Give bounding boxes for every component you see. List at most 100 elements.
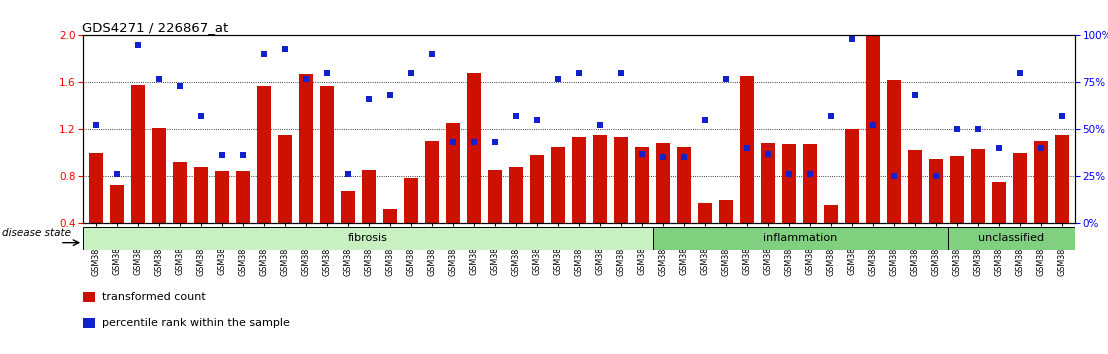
Bar bbox=[761, 143, 774, 270]
Bar bbox=[593, 135, 607, 270]
Text: percentile rank within the sample: percentile rank within the sample bbox=[102, 318, 290, 328]
Bar bbox=[1055, 135, 1069, 270]
Point bbox=[234, 153, 252, 158]
Point bbox=[129, 42, 146, 47]
Point bbox=[360, 96, 378, 102]
Point bbox=[864, 122, 882, 128]
Point bbox=[381, 93, 399, 98]
Point bbox=[780, 171, 798, 177]
Point bbox=[1012, 70, 1029, 76]
Point bbox=[529, 117, 546, 122]
Point bbox=[970, 126, 987, 132]
Bar bbox=[614, 137, 628, 270]
Bar bbox=[719, 200, 732, 270]
Bar bbox=[257, 86, 270, 270]
Point bbox=[570, 70, 587, 76]
Bar bbox=[551, 147, 565, 270]
Bar bbox=[572, 137, 586, 270]
Bar bbox=[740, 76, 753, 270]
Point bbox=[717, 76, 735, 81]
Bar bbox=[131, 85, 144, 270]
Bar bbox=[215, 171, 228, 270]
Bar bbox=[341, 192, 355, 270]
Bar bbox=[468, 73, 481, 270]
Bar bbox=[530, 155, 544, 270]
Bar bbox=[948, 227, 1075, 250]
Text: fibrosis: fibrosis bbox=[348, 233, 388, 243]
Text: transformed count: transformed count bbox=[102, 292, 206, 302]
Bar bbox=[362, 170, 376, 270]
Bar bbox=[236, 171, 249, 270]
Point bbox=[885, 173, 903, 179]
Bar bbox=[930, 159, 943, 270]
Bar bbox=[1014, 153, 1027, 270]
Bar bbox=[909, 150, 922, 270]
Bar bbox=[278, 135, 291, 270]
Bar bbox=[83, 227, 653, 250]
Bar bbox=[488, 170, 502, 270]
Point bbox=[550, 76, 567, 81]
Point bbox=[612, 70, 629, 76]
Text: inflammation: inflammation bbox=[763, 233, 838, 243]
Bar bbox=[951, 156, 964, 270]
Bar bbox=[635, 147, 649, 270]
Point bbox=[192, 113, 209, 119]
Point bbox=[318, 70, 336, 76]
Point bbox=[1054, 113, 1071, 119]
Point bbox=[465, 139, 483, 145]
Bar bbox=[653, 227, 948, 250]
Bar bbox=[845, 129, 859, 270]
Point bbox=[927, 173, 945, 179]
Point bbox=[86, 122, 104, 128]
Point bbox=[171, 83, 188, 89]
Bar bbox=[83, 292, 95, 302]
Bar bbox=[803, 144, 817, 270]
Bar bbox=[656, 143, 670, 270]
Point bbox=[738, 145, 756, 151]
Point bbox=[948, 126, 966, 132]
Text: GDS4271 / 226867_at: GDS4271 / 226867_at bbox=[82, 21, 228, 34]
Point bbox=[150, 76, 167, 81]
Point bbox=[633, 151, 650, 156]
Point bbox=[801, 171, 819, 177]
Bar bbox=[782, 144, 796, 270]
Point bbox=[759, 151, 777, 156]
Bar bbox=[383, 209, 397, 270]
Point bbox=[276, 46, 294, 51]
Point bbox=[423, 51, 441, 57]
Point bbox=[486, 139, 504, 145]
Bar bbox=[509, 167, 523, 270]
Bar bbox=[993, 182, 1006, 270]
Point bbox=[906, 93, 924, 98]
Bar bbox=[194, 167, 207, 270]
Point bbox=[654, 154, 671, 160]
Bar bbox=[677, 147, 690, 270]
Point bbox=[107, 171, 125, 177]
Bar bbox=[824, 205, 838, 270]
Bar bbox=[110, 185, 124, 270]
Text: disease state: disease state bbox=[2, 228, 72, 238]
Bar bbox=[425, 141, 439, 270]
Point bbox=[402, 70, 420, 76]
Bar bbox=[698, 203, 711, 270]
Point bbox=[843, 36, 861, 42]
Bar bbox=[173, 162, 186, 270]
Point bbox=[991, 145, 1008, 151]
Point bbox=[822, 113, 840, 119]
Point bbox=[696, 117, 714, 122]
Point bbox=[339, 171, 357, 177]
Bar bbox=[152, 128, 165, 270]
Point bbox=[675, 154, 692, 160]
Point bbox=[1033, 145, 1050, 151]
Bar bbox=[89, 153, 103, 270]
Bar bbox=[320, 86, 334, 270]
Point bbox=[507, 113, 525, 119]
Bar bbox=[888, 80, 901, 270]
Point bbox=[213, 153, 230, 158]
Point bbox=[255, 51, 273, 57]
Bar bbox=[83, 318, 95, 328]
Bar bbox=[404, 178, 418, 270]
Bar bbox=[1034, 141, 1048, 270]
Bar bbox=[447, 123, 460, 270]
Point bbox=[297, 76, 315, 81]
